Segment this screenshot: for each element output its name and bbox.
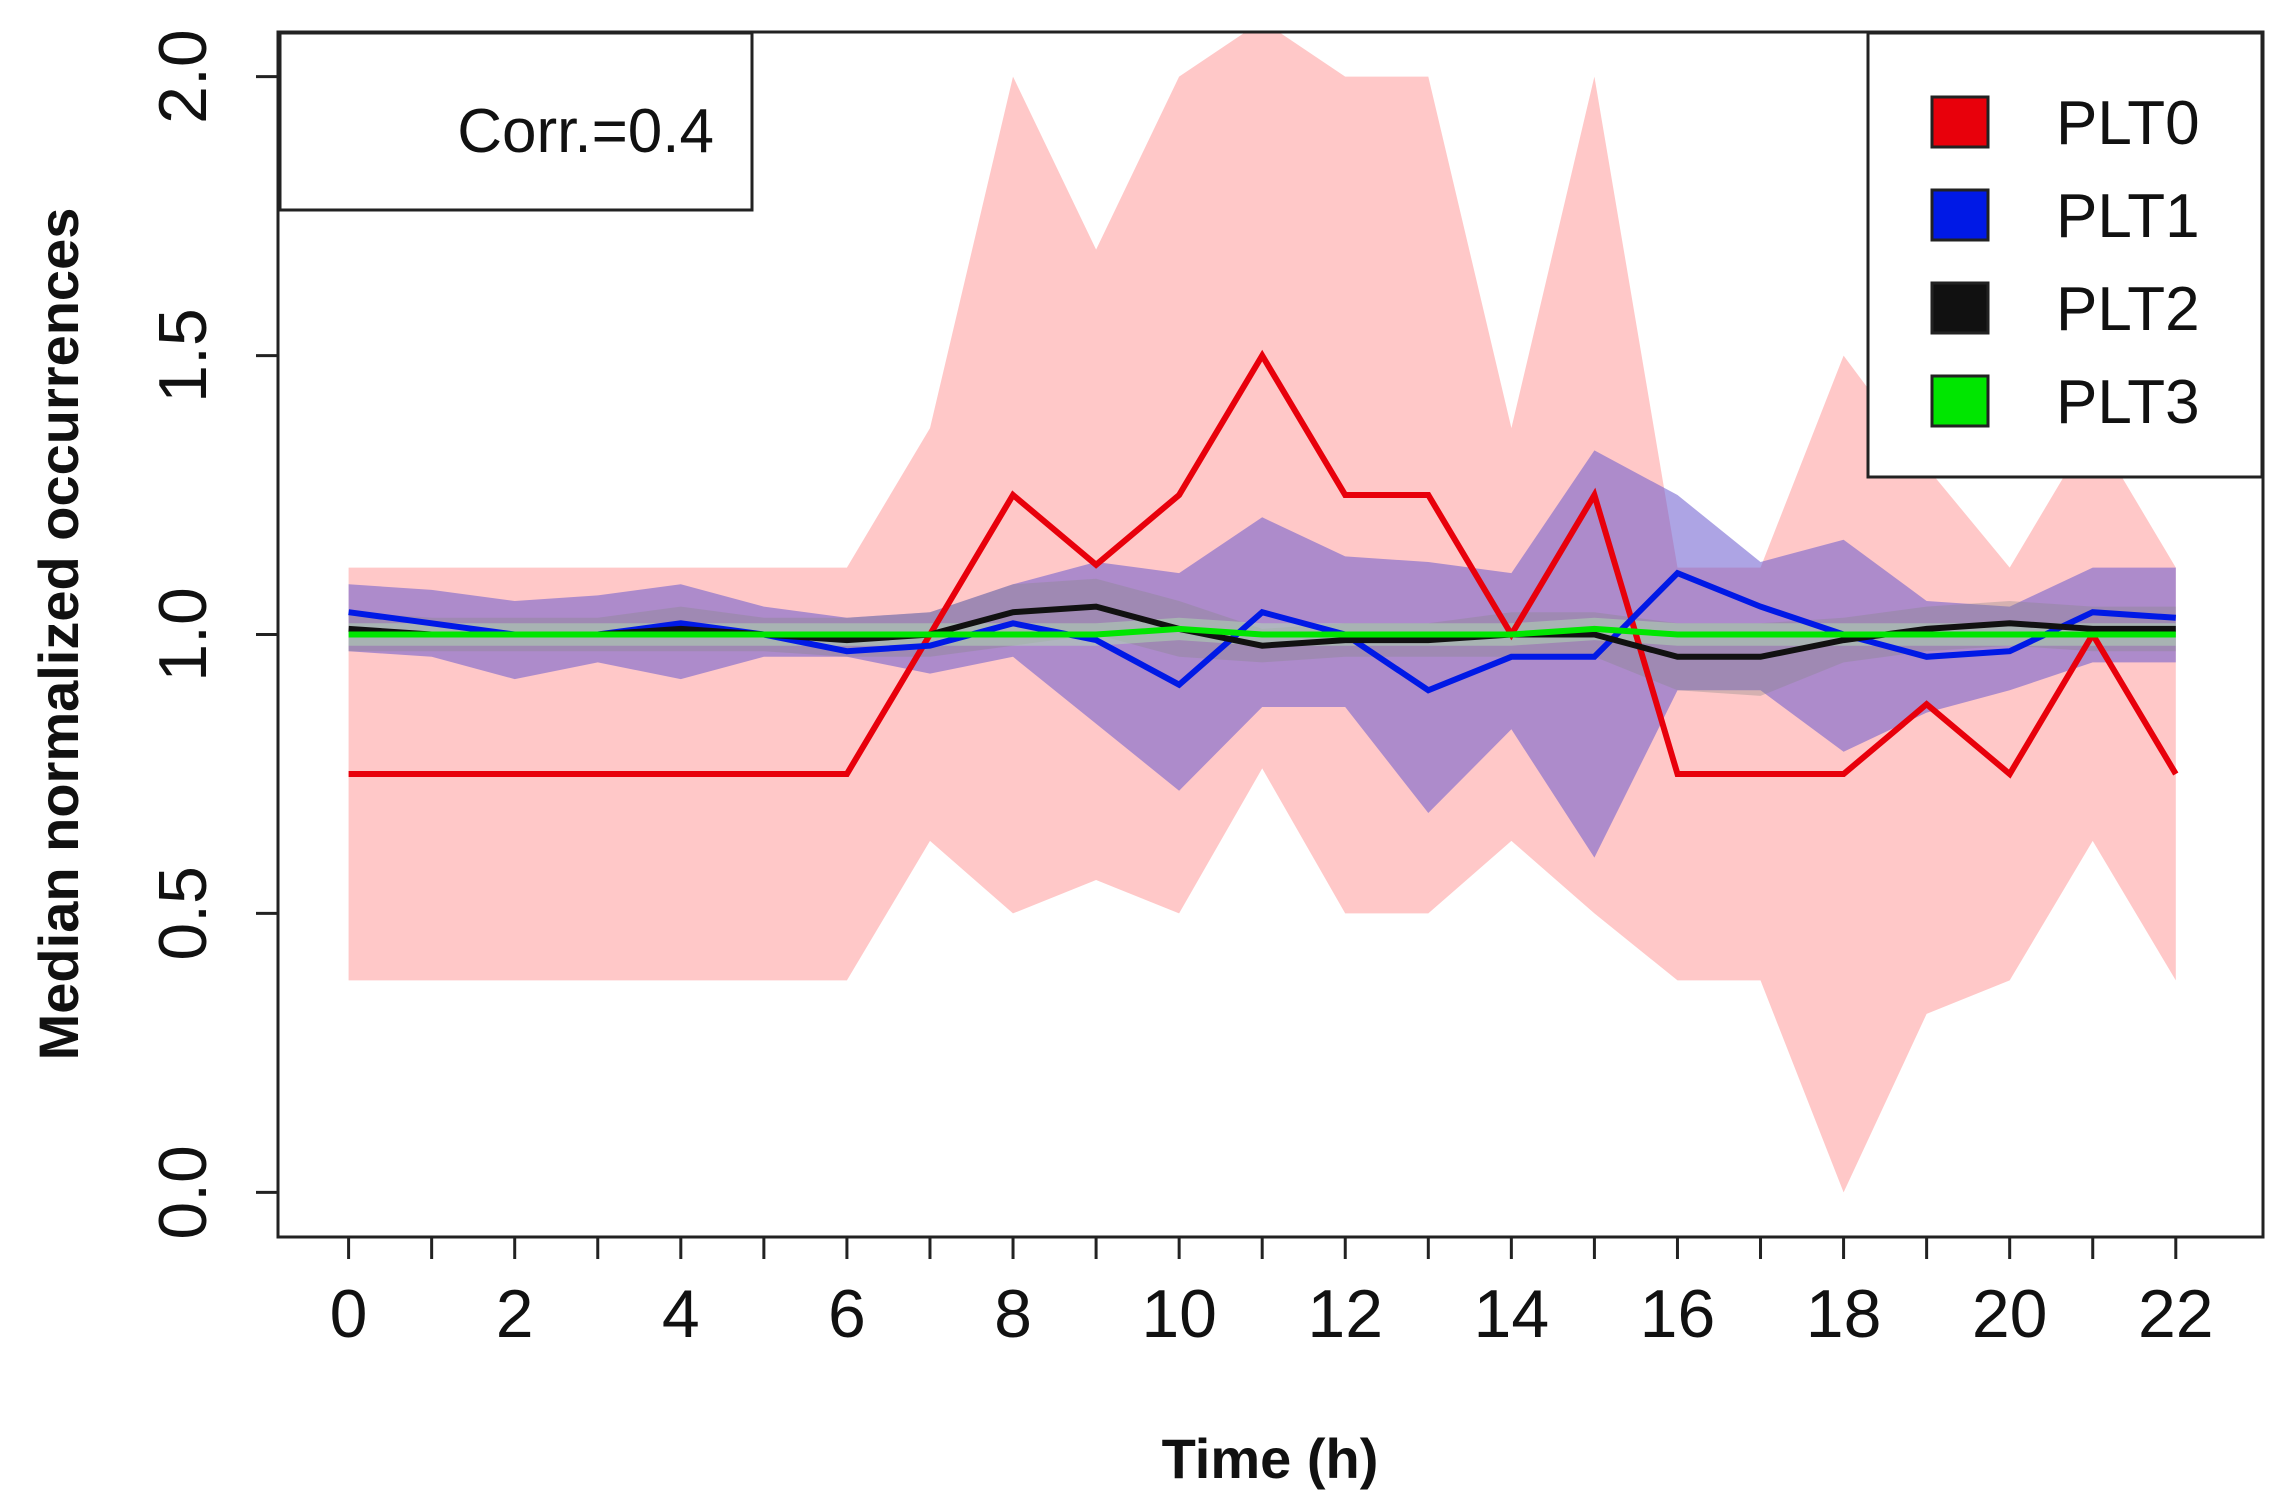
x-tick-label-22: 22 [2138, 1276, 2214, 1352]
x-tick-label-8: 8 [994, 1276, 1032, 1352]
x-axis-title: Time (h) [1162, 1427, 1379, 1490]
x-tick-label-16: 16 [1640, 1276, 1716, 1352]
y-tick-label-2: 2.0 [145, 29, 221, 124]
x-tick-label-18: 18 [1806, 1276, 1882, 1352]
band-plt1 [348, 450, 2176, 858]
legend-label-plt2: PLT2 [2056, 275, 2200, 344]
x-tick-label-6: 6 [828, 1276, 866, 1352]
x-tick-label-2: 2 [496, 1276, 534, 1352]
y-tick-label-1.5: 1.5 [145, 308, 221, 403]
x-tick-label-12: 12 [1307, 1276, 1383, 1352]
correlation-annotation: Corr.=0.4 [278, 31, 754, 212]
y-axis-title: Median normalized occurrences [27, 208, 90, 1061]
x-axis: 0 2 4 6 8 10 12 14 16 18 20 22 [330, 1237, 2214, 1352]
x-tick-label-10: 10 [1141, 1276, 1217, 1352]
y-tick-label-0.5: 0.5 [145, 866, 221, 961]
legend-swatch-plt2 [1930, 281, 1990, 335]
legend-swatch-plt1 [1930, 188, 1990, 242]
x-tick-label-14: 14 [1474, 1276, 1550, 1352]
legend-label-plt1: PLT1 [2056, 182, 2200, 251]
legend: PLT0 PLT1 PLT2 PLT3 [1866, 31, 2264, 479]
y-tick-label-1: 1.0 [145, 587, 221, 682]
x-tick-label-20: 20 [1972, 1276, 2048, 1352]
legend-label-plt3: PLT3 [2056, 368, 2200, 437]
annotation-frame [278, 31, 754, 212]
legend-label-plt0: PLT0 [2056, 89, 2200, 158]
y-tick-label-0: 0.0 [145, 1145, 221, 1240]
x-tick-label-0: 0 [330, 1276, 368, 1352]
legend-swatch-plt0 [1930, 95, 1990, 149]
annotation-text: Corr.=0.4 [457, 97, 714, 166]
x-tick-label-4: 4 [662, 1276, 700, 1352]
legend-swatch-plt3 [1930, 374, 1990, 428]
y-axis: 0.0 0.5 1.0 1.5 2.0 [145, 29, 278, 1240]
